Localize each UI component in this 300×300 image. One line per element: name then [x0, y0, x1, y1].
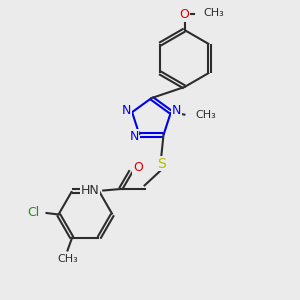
Text: S: S	[157, 157, 166, 170]
Text: CH₃: CH₃	[57, 254, 78, 264]
Text: Cl: Cl	[28, 206, 40, 220]
Text: N: N	[122, 104, 131, 117]
Text: O: O	[180, 8, 189, 21]
Text: N: N	[172, 104, 181, 117]
Text: N: N	[129, 130, 139, 143]
Text: HN: HN	[81, 184, 100, 197]
Text: CH₃: CH₃	[203, 8, 224, 18]
Text: O: O	[133, 161, 142, 174]
Text: CH₃: CH₃	[196, 110, 217, 120]
